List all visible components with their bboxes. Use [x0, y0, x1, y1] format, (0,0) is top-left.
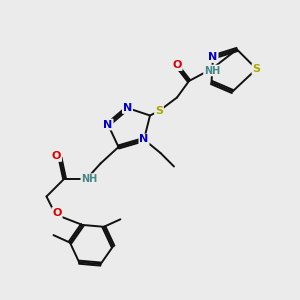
- Text: NH: NH: [81, 174, 98, 184]
- Text: O: O: [52, 151, 61, 161]
- Text: N: N: [103, 119, 112, 130]
- Text: N: N: [208, 52, 217, 62]
- Text: O: O: [172, 60, 182, 70]
- Text: N: N: [140, 134, 148, 145]
- Text: S: S: [253, 64, 260, 74]
- Text: N: N: [123, 103, 132, 113]
- Text: S: S: [155, 106, 163, 116]
- Text: NH: NH: [204, 65, 220, 76]
- Text: O: O: [52, 208, 62, 218]
